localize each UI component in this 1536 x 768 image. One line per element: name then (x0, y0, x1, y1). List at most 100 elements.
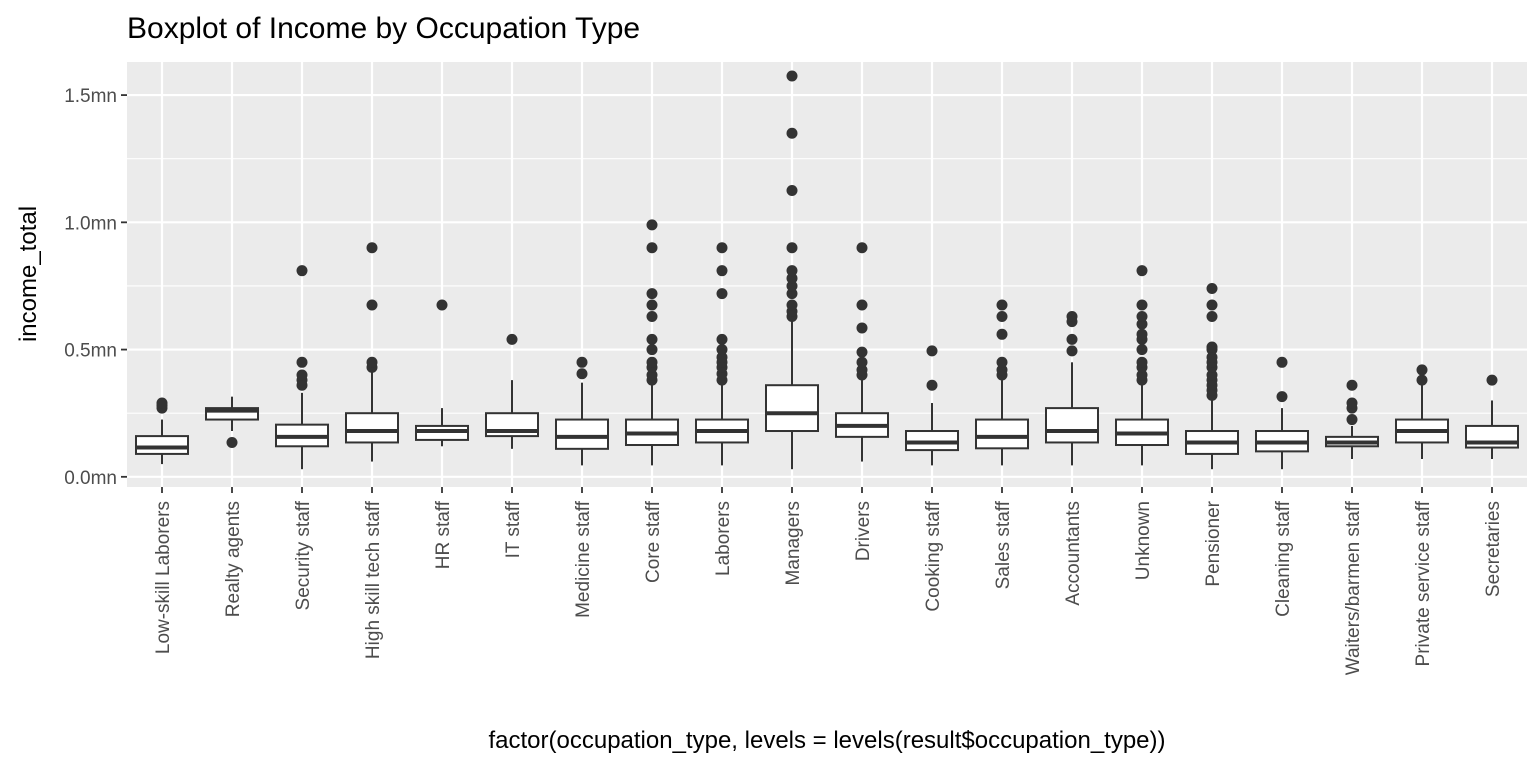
outlier-point (1136, 356, 1148, 368)
box-realty-agents (205, 396, 259, 448)
x-tick-label: HR staff (433, 500, 454, 569)
outlier-point (716, 288, 728, 300)
x-tick-label: Core staff (643, 500, 664, 583)
chart-title: Boxplot of Income by Occupation Type (127, 12, 640, 45)
iqr-box (345, 412, 399, 444)
outlier-point (1136, 310, 1148, 322)
box-managers (765, 70, 819, 470)
box-security-staff (275, 265, 329, 470)
box-core-staff (625, 219, 679, 466)
outlier-point (646, 333, 658, 345)
outlier-point (786, 70, 798, 82)
outlier-point (1416, 364, 1428, 376)
iqr-box (765, 384, 819, 433)
outlier-point (1276, 356, 1288, 368)
outlier-point (856, 346, 868, 358)
outlier-point (786, 185, 798, 197)
outlier-point (646, 344, 658, 356)
outlier-point (646, 299, 658, 311)
x-tick-label: Laborers (713, 501, 734, 576)
x-tick-label: Managers (783, 501, 804, 586)
box-medicine-staff (555, 356, 609, 466)
outlier-point (786, 272, 798, 284)
outlier-point (576, 368, 588, 380)
outlier-point (1206, 369, 1218, 381)
iqr-box (975, 418, 1029, 450)
y-axis-title: income_total (15, 206, 42, 342)
outlier-point (646, 219, 658, 231)
iqr-box (555, 418, 609, 450)
outlier-point (1206, 351, 1218, 363)
y-axis: 0.0mn 0.5mn 1.0mn 1.5mn (64, 86, 127, 489)
outlier-point (226, 436, 238, 448)
x-tick-label: Unknown (1133, 501, 1154, 580)
outlier-point (1486, 374, 1498, 386)
outlier-point (856, 364, 868, 376)
iqr-box (205, 407, 259, 421)
outlier-point (576, 356, 588, 368)
outlier-point (1276, 391, 1288, 403)
outlier-point (366, 299, 378, 311)
box-private-service-staff (1395, 364, 1449, 460)
box-cooking-staff (905, 345, 959, 466)
y-tick-label: 0.0mn (64, 468, 117, 489)
x-axis-title: factor(occupation_type, levels = levels(… (488, 727, 1165, 754)
outlier-point (1136, 369, 1148, 381)
outlier-point (996, 310, 1008, 322)
iqr-box (1045, 407, 1099, 444)
outlier-point (1346, 397, 1358, 409)
outlier-point (716, 333, 728, 345)
outlier-point (1416, 374, 1428, 386)
x-tick-label: IT staff (503, 500, 524, 558)
x-tick-label: Security staff (293, 500, 314, 610)
outlier-point (1206, 299, 1218, 311)
outlier-point (786, 288, 798, 300)
y-tick-label: 1.5mn (64, 86, 117, 107)
outlier-point (1066, 310, 1078, 322)
outlier-point (786, 242, 798, 254)
outlier-point (646, 310, 658, 322)
outlier-point (786, 299, 798, 311)
outlier-point (1136, 344, 1148, 356)
outlier-point (1136, 318, 1148, 330)
box-cleaning-staff (1255, 356, 1309, 470)
outlier-point (856, 322, 868, 334)
outlier-point (506, 333, 518, 345)
box-pensioner (1185, 282, 1239, 470)
outlier-point (996, 299, 1008, 311)
outlier-point (786, 265, 798, 277)
outlier-point (1066, 333, 1078, 345)
x-tick-label: High skill tech staff (363, 500, 384, 659)
outlier-point (1206, 341, 1218, 353)
outlier-point (856, 242, 868, 254)
x-tick-label: Accountants (1063, 501, 1084, 606)
box-low-skill-laborers (135, 397, 189, 465)
outlier-point (1206, 282, 1218, 294)
outlier-point (996, 364, 1008, 376)
outlier-point (366, 242, 378, 254)
outlier-point (1136, 328, 1148, 340)
x-tick-label: Drivers (853, 501, 874, 561)
outlier-point (716, 351, 728, 363)
box-unknown (1115, 265, 1169, 466)
outlier-point (1346, 414, 1358, 426)
box-hr-staff (415, 299, 469, 447)
outlier-point (366, 356, 378, 368)
box-drivers (835, 242, 889, 462)
x-tick-label: Realty agents (223, 501, 244, 617)
outlier-point (856, 299, 868, 311)
outlier-point (156, 397, 168, 409)
box-high-skill-tech-staff (345, 242, 399, 462)
x-tick-label: Cleaning staff (1273, 500, 1294, 617)
y-tick-label: 0.5mn (64, 341, 117, 362)
x-tick-label: Medicine staff (573, 500, 594, 618)
outlier-point (716, 265, 728, 277)
box-accountants (1045, 310, 1099, 466)
x-tick-label: Waiters/barmen staff (1343, 500, 1364, 675)
outlier-point (296, 356, 308, 368)
outlier-point (856, 356, 868, 368)
outlier-point (926, 345, 938, 357)
outlier-point (646, 288, 658, 300)
outlier-point (1206, 310, 1218, 322)
